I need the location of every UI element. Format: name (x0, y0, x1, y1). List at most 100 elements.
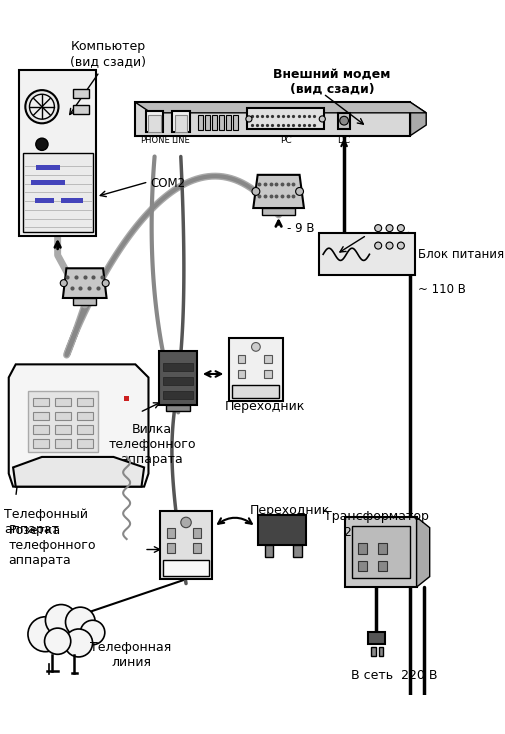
Bar (35, 197, 54, 203)
Circle shape (374, 242, 381, 249)
Bar (226, 115, 231, 131)
Text: Розетка
телефонного
аппарата: Розетка телефонного аппарата (9, 524, 96, 567)
Circle shape (180, 517, 191, 528)
Text: Внешний модем
(вид сзади): Внешний модем (вид сзади) (273, 68, 390, 95)
Bar (228, 338, 282, 401)
Circle shape (385, 225, 392, 232)
Circle shape (102, 280, 109, 287)
Bar (377, 543, 386, 554)
Bar (246, 109, 323, 129)
Text: Телефонный
аппарат: Телефонный аппарат (5, 509, 88, 537)
Text: Блок питания: Блок питания (418, 248, 503, 261)
Bar (237, 370, 245, 378)
Bar (135, 102, 410, 136)
Text: В сеть  220 В: В сеть 220 В (350, 669, 436, 682)
Circle shape (251, 187, 259, 195)
Bar (167, 528, 174, 538)
Bar (371, 647, 375, 656)
Bar (163, 363, 192, 371)
Bar (378, 647, 383, 656)
Bar (73, 298, 96, 305)
Bar (19, 70, 96, 236)
Bar (55, 398, 71, 407)
Circle shape (396, 242, 403, 249)
Bar (36, 165, 60, 170)
Circle shape (28, 617, 63, 652)
Text: COM2: COM2 (150, 177, 185, 190)
Bar (237, 355, 245, 363)
Bar (318, 233, 414, 275)
Circle shape (251, 343, 260, 352)
Text: PC: PC (279, 137, 291, 145)
Bar (55, 412, 71, 421)
Bar (23, 153, 92, 232)
Circle shape (44, 628, 71, 654)
Bar (167, 542, 174, 553)
Bar (31, 180, 65, 185)
Bar (232, 385, 279, 398)
Text: - 9 В: - 9 В (286, 222, 314, 235)
Text: Переходник: Переходник (249, 504, 329, 517)
Bar (33, 412, 49, 421)
Bar (33, 398, 49, 407)
Bar (233, 115, 238, 131)
Circle shape (36, 138, 48, 150)
Bar (263, 370, 271, 378)
Bar (172, 111, 189, 132)
Bar (293, 545, 301, 557)
Bar (337, 113, 349, 128)
Bar (55, 440, 71, 448)
Bar (358, 543, 366, 554)
Text: Телефонная
линия: Телефонная линия (90, 642, 171, 669)
Polygon shape (9, 364, 148, 487)
Bar (358, 561, 366, 571)
Circle shape (385, 242, 392, 249)
Bar (73, 105, 89, 114)
Polygon shape (416, 517, 429, 587)
Bar (367, 632, 384, 644)
Circle shape (374, 225, 381, 232)
Polygon shape (410, 102, 425, 136)
Bar (163, 390, 192, 399)
Text: Трансформатор
220/110 В: Трансформатор 220/110 В (323, 510, 428, 538)
Circle shape (245, 116, 251, 122)
Bar (159, 352, 197, 405)
Bar (198, 115, 203, 131)
Bar (163, 560, 209, 575)
Bar (263, 355, 271, 363)
Text: Вилка
телефонного
аппарата: Вилка телефонного аппарата (108, 423, 195, 466)
Bar (192, 528, 200, 538)
Circle shape (319, 116, 325, 122)
Bar (205, 115, 210, 131)
Circle shape (65, 629, 92, 657)
Text: ~ 110 В: ~ 110 В (418, 283, 465, 296)
Bar (212, 115, 217, 131)
Bar (33, 440, 49, 448)
Bar (33, 426, 49, 435)
Bar (145, 111, 163, 132)
Bar (163, 377, 192, 385)
Bar (264, 545, 273, 557)
Bar (219, 115, 224, 131)
Circle shape (80, 620, 105, 644)
Bar (77, 412, 92, 421)
Text: Переходник: Переходник (224, 400, 304, 413)
Polygon shape (253, 175, 304, 208)
Circle shape (29, 94, 54, 119)
Bar (257, 515, 305, 545)
Text: PHONE: PHONE (139, 137, 169, 145)
Circle shape (295, 187, 303, 195)
Circle shape (25, 90, 59, 123)
Circle shape (396, 225, 403, 232)
Bar (262, 208, 294, 215)
Bar (148, 115, 161, 132)
Bar (124, 396, 129, 401)
Bar (160, 511, 212, 579)
Polygon shape (135, 102, 425, 113)
Circle shape (45, 605, 77, 636)
Bar (77, 426, 92, 435)
Bar (344, 517, 416, 587)
Text: DC: DC (337, 137, 350, 145)
Circle shape (60, 280, 67, 287)
Bar (174, 115, 186, 132)
